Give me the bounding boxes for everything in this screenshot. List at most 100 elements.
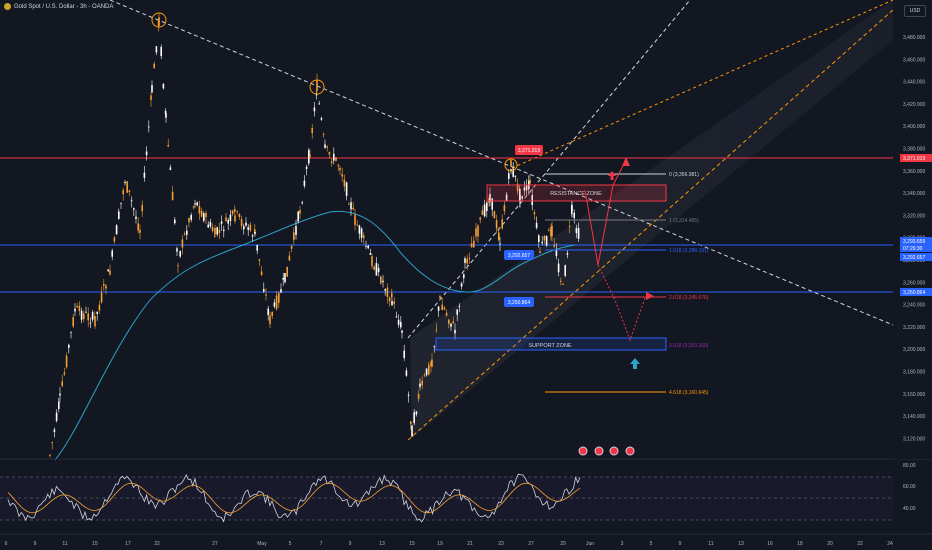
fib-label-0: 0 (3,356.981) (669, 172, 699, 178)
time-tick-label: 16 (767, 541, 773, 547)
candle-body (151, 85, 153, 93)
red-marker-arrow (608, 171, 616, 176)
candle-body (286, 266, 288, 277)
time-tick-label: 5 (289, 541, 292, 547)
candle-body (445, 312, 448, 316)
resistance-zone-box[interactable] (486, 184, 667, 202)
candle-body (179, 251, 181, 257)
candle-body (135, 216, 137, 219)
time-axis-ticks[interactable]: 6 9 11 15 17 22 27 May 5 7 9 13 15 19 21 23 27 29 Jun 3 5 9 11… (5, 541, 893, 547)
candle-body (405, 370, 408, 376)
candle-body (428, 364, 430, 375)
rsi-axis-panel[interactable] (893, 460, 932, 534)
peak-marker-2 (309, 79, 325, 95)
candle-body (238, 213, 241, 217)
candle-body (339, 167, 341, 171)
candle-body (301, 202, 303, 204)
candle-body (200, 210, 203, 217)
candle-body (553, 244, 555, 247)
candle-body (388, 297, 391, 302)
price-tick-label: 3,200.000 (903, 347, 925, 353)
price-tick-label: 3,380.000 (903, 147, 925, 153)
candle-body (551, 225, 553, 237)
candle-body (468, 258, 471, 259)
candle-body (263, 289, 265, 292)
candle-body (309, 154, 311, 157)
candle-body (452, 321, 454, 324)
candle-body (282, 277, 284, 280)
candle-body (365, 246, 367, 247)
candle-body (273, 302, 276, 307)
candle-body (74, 308, 76, 312)
svg-text:07:26:30: 07:26:30 (903, 246, 923, 252)
candle-body (512, 168, 514, 177)
candle-body (458, 305, 461, 307)
fib-label-4618: 4.618 (3,160.645) (669, 390, 709, 396)
resistance-zone-label: RESISTANCE ZONE (550, 191, 602, 197)
channel-lower-line (407, 9, 894, 441)
candle-body (464, 258, 466, 263)
event-icons[interactable] (578, 446, 635, 456)
candle-body (439, 296, 441, 298)
support-zone-box[interactable] (435, 337, 667, 351)
currency-button[interactable]: USD (904, 5, 926, 17)
candle-body (421, 380, 423, 386)
candle-body (186, 230, 188, 235)
price-tick-label: 3,120.000 (903, 436, 925, 442)
candle-body (89, 322, 92, 324)
candle-body (435, 329, 438, 331)
candle-body (65, 355, 68, 368)
price-tick-label: 3,240.000 (903, 303, 925, 309)
ascending-trendline (407, 0, 691, 339)
candle-body (498, 232, 500, 240)
price-axis-tag: 07:26:30 (900, 244, 932, 252)
time-tick-label: 20 (827, 541, 833, 547)
candle-body (299, 210, 301, 214)
candle-body (320, 118, 323, 120)
candle-body (473, 240, 475, 248)
candle-body (463, 274, 465, 279)
rsi-tick-label: 40.00 (903, 506, 916, 512)
candle-body (348, 203, 350, 205)
candle-body (423, 375, 426, 377)
candle-body (456, 309, 458, 315)
candle-body (470, 243, 473, 248)
price-axis-tag: 3,293.659 (900, 237, 932, 245)
candle-body (225, 217, 227, 222)
candle-body (247, 227, 249, 230)
time-tick-label: 23 (498, 541, 504, 547)
blue-up-arrow[interactable] (630, 358, 640, 364)
svg-text:3,250.864: 3,250.864 (508, 300, 530, 306)
time-tick-label: 11 (708, 541, 713, 547)
projection-path-down (597, 264, 646, 342)
time-tick-label: 6 (5, 541, 8, 547)
candle-body (508, 173, 510, 179)
candle-body (326, 146, 328, 148)
candle-body (188, 218, 190, 223)
candle-body (460, 283, 463, 287)
time-tick-label: 21 (467, 541, 473, 547)
candle-body (568, 226, 571, 227)
candle-body (413, 412, 415, 424)
support-zone-label: SUPPORT ZONE (528, 343, 572, 349)
candle-body (113, 237, 116, 242)
candle-body (415, 411, 418, 415)
candle-body (410, 421, 412, 425)
svg-text:3,292.657: 3,292.657 (508, 253, 530, 259)
candle-body (519, 194, 521, 202)
candle-body (169, 167, 172, 171)
time-tick-label: 9 (349, 541, 352, 547)
price-axis-panel[interactable] (893, 0, 932, 459)
peak-price-tag: 3,371.019 (515, 145, 543, 155)
symbol-header[interactable]: Gold Spot / U.S. Dollar - 3h - OANDA (4, 3, 113, 10)
fib-label-3618: 3.618 (3,203.160) (669, 343, 709, 349)
candle-body (203, 213, 205, 221)
projection-path-up (584, 159, 627, 266)
candle-body (483, 204, 486, 217)
candle-body (377, 267, 380, 273)
candle-body (70, 331, 72, 333)
candle-body (363, 235, 365, 239)
time-tick-label: May (257, 541, 267, 547)
time-tick-label: 13 (738, 541, 744, 547)
